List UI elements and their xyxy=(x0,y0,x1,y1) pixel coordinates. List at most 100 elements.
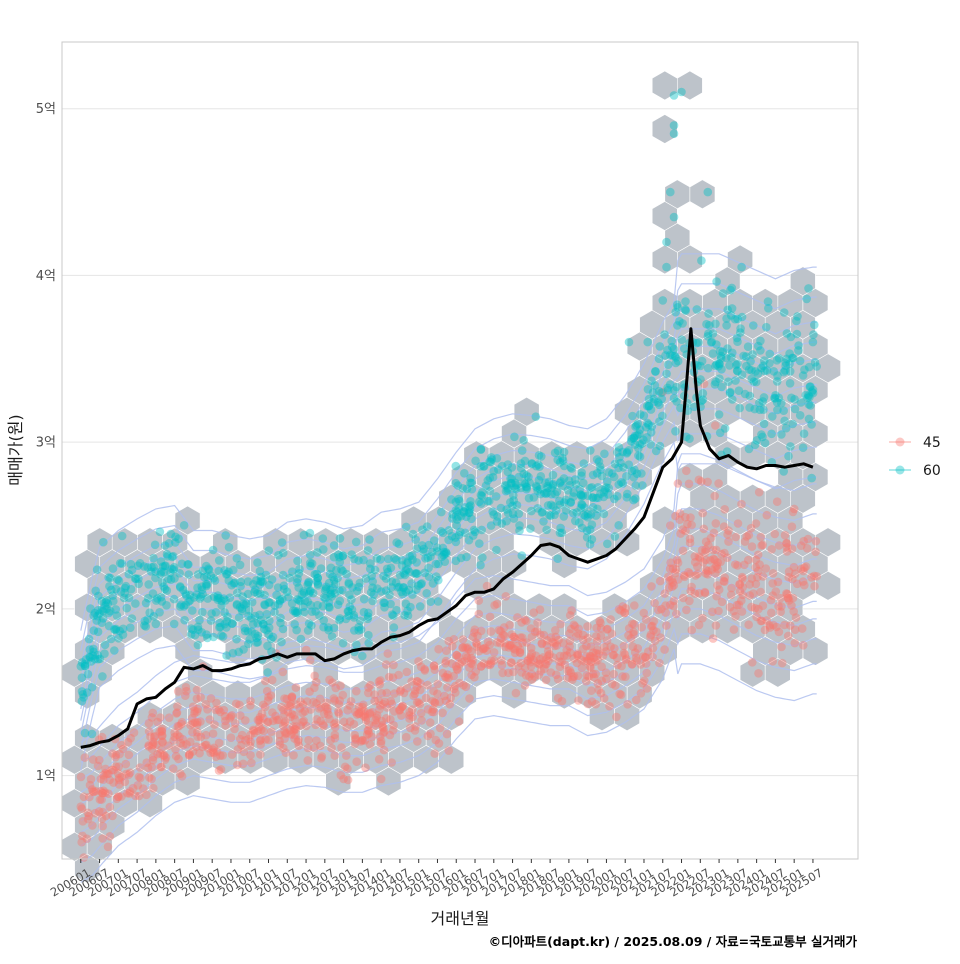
data-point-60 xyxy=(649,394,659,404)
data-point-45 xyxy=(144,718,154,728)
data-point-60 xyxy=(180,615,189,625)
data-point-45 xyxy=(104,789,113,798)
data-point-45 xyxy=(157,726,166,736)
data-point-45 xyxy=(135,763,145,772)
data-point-60 xyxy=(796,398,806,407)
data-point-60 xyxy=(509,491,518,500)
data-point-60 xyxy=(255,589,265,598)
data-point-45 xyxy=(724,526,733,535)
data-point-45 xyxy=(671,568,680,578)
data-point-60 xyxy=(433,597,443,606)
data-point-45 xyxy=(453,665,462,675)
data-point-45 xyxy=(777,658,787,668)
data-point-45 xyxy=(289,751,298,760)
data-point-45 xyxy=(701,565,711,575)
data-point-60 xyxy=(292,625,301,635)
data-point-45 xyxy=(522,616,531,626)
data-point-60 xyxy=(712,277,721,286)
data-point-45 xyxy=(799,641,808,650)
data-point-60 xyxy=(781,423,791,433)
data-point-45 xyxy=(334,700,344,709)
data-point-45 xyxy=(241,716,250,725)
data-point-60 xyxy=(503,508,513,518)
data-point-60 xyxy=(735,403,744,413)
data-point-45 xyxy=(796,564,806,574)
data-point-60 xyxy=(87,729,97,739)
data-point-60 xyxy=(492,545,501,555)
data-point-45 xyxy=(470,672,479,682)
data-point-45 xyxy=(796,541,806,550)
data-point-45 xyxy=(518,638,527,647)
data-point-45 xyxy=(389,660,398,670)
data-point-45 xyxy=(290,710,299,720)
data-point-60 xyxy=(380,598,389,608)
data-point-45 xyxy=(765,623,775,632)
data-point-45 xyxy=(690,552,700,561)
data-point-45 xyxy=(499,623,509,632)
data-point-45 xyxy=(667,575,676,584)
data-point-45 xyxy=(203,705,212,714)
data-point-45 xyxy=(531,651,541,660)
data-point-45 xyxy=(210,720,219,729)
data-point-45 xyxy=(283,707,293,716)
data-point-60 xyxy=(335,534,345,543)
data-point-45 xyxy=(540,664,549,673)
data-point-60 xyxy=(575,485,585,494)
data-point-45 xyxy=(305,655,315,665)
data-point-45 xyxy=(291,725,301,734)
data-point-45 xyxy=(407,677,417,686)
data-point-60 xyxy=(692,305,702,314)
data-point-45 xyxy=(354,709,364,718)
data-point-45 xyxy=(216,751,225,760)
data-point-45 xyxy=(678,525,688,534)
data-point-60 xyxy=(407,579,416,588)
data-point-45 xyxy=(109,778,118,787)
data-point-45 xyxy=(515,648,525,657)
data-point-60 xyxy=(287,599,297,608)
data-point-60 xyxy=(582,533,592,542)
data-point-45 xyxy=(532,626,542,636)
data-point-60 xyxy=(579,459,589,468)
data-point-45 xyxy=(744,620,753,629)
data-point-45 xyxy=(782,538,791,548)
data-point-45 xyxy=(260,702,270,712)
data-point-45 xyxy=(406,723,415,733)
data-point-45 xyxy=(614,605,624,614)
data-point-45 xyxy=(737,596,746,605)
data-point-45 xyxy=(732,600,742,610)
data-point-45 xyxy=(751,579,761,589)
data-point-45 xyxy=(615,689,624,699)
data-point-45 xyxy=(537,639,547,649)
data-point-45 xyxy=(565,611,575,620)
data-point-45 xyxy=(573,671,583,681)
density-contour-line xyxy=(80,420,817,751)
data-point-45 xyxy=(117,740,126,750)
data-point-45 xyxy=(342,723,352,732)
data-point-45 xyxy=(429,686,438,696)
data-point-60 xyxy=(183,560,192,569)
data-point-45 xyxy=(505,620,514,630)
data-point-45 xyxy=(184,751,194,760)
data-point-45 xyxy=(319,721,329,731)
data-point-60 xyxy=(731,376,740,385)
density-contour-line xyxy=(80,528,817,793)
data-point-45 xyxy=(731,560,740,569)
data-points-layer xyxy=(76,87,821,862)
data-point-60 xyxy=(214,556,224,565)
data-point-45 xyxy=(520,615,530,625)
data-point-60 xyxy=(662,237,671,247)
data-point-45 xyxy=(420,664,429,674)
data-point-60 xyxy=(293,607,302,616)
data-point-45 xyxy=(171,751,181,761)
data-point-60 xyxy=(782,354,791,364)
data-point-45 xyxy=(516,658,526,668)
data-point-60 xyxy=(756,336,765,346)
legend-key-point-60 xyxy=(895,465,905,475)
data-point-45 xyxy=(379,699,388,709)
data-point-60 xyxy=(565,481,575,490)
data-point-60 xyxy=(795,356,805,366)
data-point-45 xyxy=(310,683,319,693)
data-point-60 xyxy=(318,534,328,543)
data-point-60 xyxy=(335,614,345,623)
data-point-60 xyxy=(704,309,713,318)
